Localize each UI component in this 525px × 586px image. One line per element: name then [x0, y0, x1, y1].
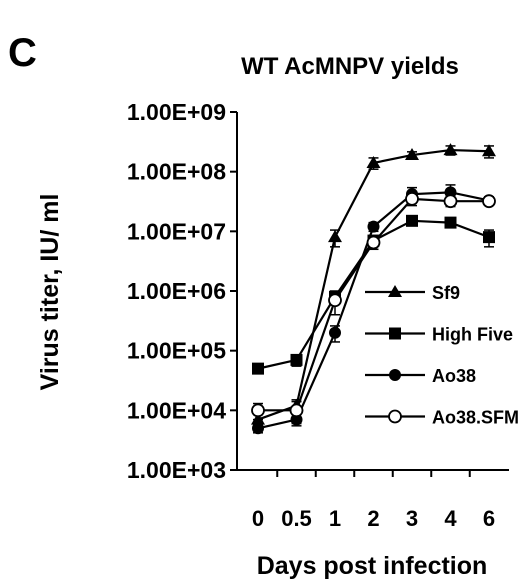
point-0-6 — [482, 144, 496, 157]
x-tick-label-0: 0 — [252, 506, 264, 531]
y-tick-label-5: 1.00E+08 — [127, 159, 226, 185]
x-tick-label-2: 1 — [329, 506, 341, 531]
point-1-5 — [444, 216, 457, 229]
axes: 1.00E+03 1.00E+04 1.00E+05 1.00E+06 1.00E+07… — [127, 99, 509, 531]
point-3-6 — [482, 194, 496, 209]
x-axis-label: Days post infection — [257, 552, 488, 580]
chart-title: WT AcMNPV yields — [241, 53, 459, 80]
y-tick-label-0: 1.00E+03 — [127, 457, 226, 483]
x-tick-label-3: 2 — [367, 506, 379, 531]
point-1-0 — [252, 362, 264, 375]
legend-label-0: Sf9 — [432, 283, 460, 303]
x-tick-label-6: 6 — [483, 506, 495, 531]
point-2-0 — [252, 422, 264, 435]
y-tick-label-2: 1.00E+05 — [127, 338, 226, 364]
x-tick-label-4: 3 — [406, 506, 418, 531]
x-tick-label-5: 4 — [444, 506, 457, 531]
legend-item-2: Ao38 — [365, 366, 476, 386]
y-tick-label-1: 1.00E+04 — [127, 397, 226, 423]
point-3-1 — [289, 403, 304, 418]
point-1-6 — [483, 231, 495, 244]
series-3 — [251, 191, 496, 425]
legend-marker-0 — [388, 285, 402, 297]
y-tick-label-6: 1.00E+09 — [127, 99, 226, 125]
legend-label-3: Ao38.SFM — [432, 408, 519, 428]
legend-label-1: High Five — [432, 325, 513, 345]
point-3-5 — [443, 194, 458, 209]
point-0-4 — [405, 148, 419, 161]
legend-item-3: Ao38.SFM — [365, 408, 519, 428]
point-3-2 — [328, 293, 342, 308]
y-tick-label-4: 1.00E+07 — [127, 218, 226, 244]
point-0-2 — [328, 230, 342, 243]
point-3-3 — [366, 235, 381, 250]
point-3-4 — [405, 191, 419, 206]
y-axis-label: Virus titer, IU/ ml — [36, 194, 64, 391]
y-tick-label-3: 1.00E+06 — [127, 278, 226, 304]
point-2-2 — [329, 326, 341, 339]
legend-item-0: Sf9 — [365, 283, 460, 303]
point-2-3 — [367, 220, 380, 233]
legend-item-1: High Five — [365, 325, 513, 345]
legend-marker-3 — [388, 409, 402, 424]
point-1-1 — [290, 353, 303, 366]
point-0-3 — [366, 155, 381, 168]
legend-label-2: Ao38 — [432, 366, 476, 386]
point-1-4 — [406, 214, 418, 227]
series-2 — [252, 184, 495, 435]
legend-marker-2 — [389, 369, 401, 381]
panel-letter: C — [8, 31, 37, 75]
point-0-5 — [443, 143, 458, 156]
point-3-0 — [251, 403, 265, 418]
x-tick-label-1: 0.5 — [281, 506, 312, 531]
series-layer — [251, 143, 496, 435]
legend: Sf9 High Five Ao38 Ao38.SFM — [365, 283, 519, 428]
legend-marker-1 — [389, 327, 401, 340]
